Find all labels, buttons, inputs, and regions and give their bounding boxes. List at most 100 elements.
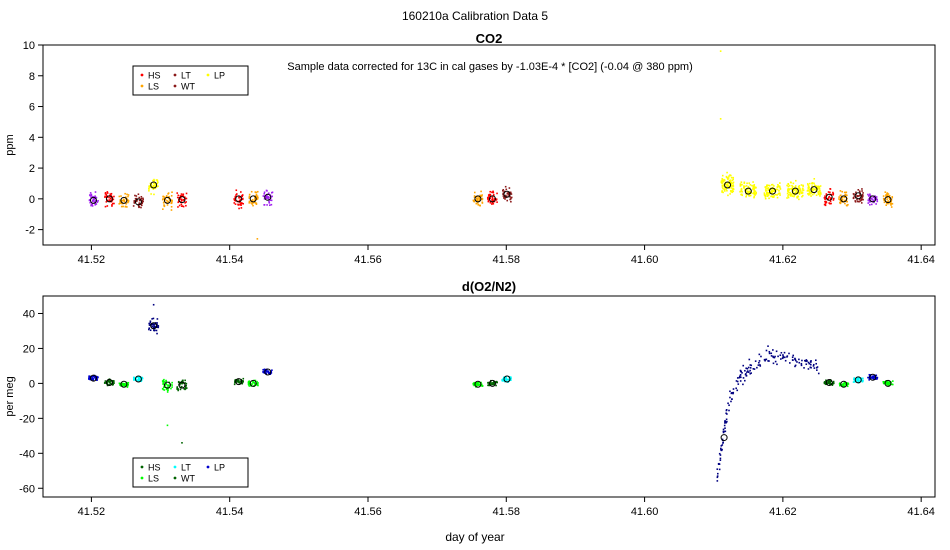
data-point (176, 386, 179, 388)
data-point (94, 195, 96, 197)
data-point (157, 326, 160, 329)
data-point (253, 201, 256, 204)
o2n2-panel: d(O2/N2) per meg 41.52 41.54 41.56 41.58 41.60… (4, 279, 936, 518)
data-point (491, 191, 493, 194)
data-point (808, 193, 811, 196)
data-point (736, 389, 739, 392)
data-point (794, 185, 797, 187)
data-point (841, 196, 843, 199)
data-point (140, 195, 143, 198)
data-point (776, 188, 779, 191)
x-tick-label: 41.54 (216, 254, 244, 266)
data-point (772, 362, 775, 365)
data-point (170, 195, 173, 197)
data-point (139, 198, 142, 201)
data-point (871, 203, 873, 206)
data-point (727, 186, 729, 188)
data-point (826, 381, 828, 384)
data-point (510, 196, 513, 199)
data-point (764, 194, 766, 197)
data-point (786, 184, 788, 187)
data-point (89, 192, 92, 194)
data-point (750, 372, 752, 374)
data-point (731, 179, 734, 182)
data-point (807, 184, 809, 186)
data-point (858, 198, 861, 201)
data-point (736, 380, 739, 383)
data-point (794, 358, 796, 361)
data-point (162, 201, 165, 204)
data-point (237, 381, 240, 383)
data-point (827, 379, 830, 382)
data-point (818, 190, 821, 193)
data-point (153, 325, 156, 328)
data-point (746, 182, 748, 185)
data-point (122, 383, 125, 385)
data-point (766, 187, 769, 190)
mean-marker (163, 196, 171, 204)
data-point (846, 204, 848, 207)
mean-marker (89, 374, 97, 382)
data-point (487, 381, 490, 384)
data-point (106, 381, 109, 384)
data-point (824, 200, 826, 203)
data-point (256, 380, 258, 383)
data-point (122, 199, 125, 202)
data-point (506, 199, 509, 202)
data-point (774, 355, 776, 358)
data-point (268, 204, 271, 207)
data-point (92, 377, 94, 380)
data-point (108, 196, 110, 199)
y-tick-label: 6 (29, 102, 35, 114)
data-point (170, 205, 173, 208)
data-point (887, 195, 889, 197)
data-point (735, 387, 737, 390)
data-point (89, 375, 92, 378)
data-point (869, 194, 872, 197)
data-point (815, 194, 818, 197)
data-point (502, 376, 505, 379)
data-point (137, 376, 139, 378)
data-point (795, 190, 798, 192)
data-point (716, 475, 719, 477)
data-point (254, 379, 257, 382)
data-point (729, 396, 731, 399)
data-point (792, 185, 794, 188)
data-point (746, 188, 749, 190)
data-point (477, 203, 480, 206)
data-point (727, 177, 730, 179)
mean-marker (150, 322, 158, 330)
data-point (767, 184, 770, 187)
data-point (88, 377, 91, 380)
data-point (815, 188, 817, 190)
data-point (271, 369, 273, 371)
data-point (124, 192, 126, 195)
data-point (235, 189, 238, 192)
data-point (828, 379, 831, 382)
data-point (722, 430, 725, 433)
data-point (779, 182, 781, 184)
data-point (823, 382, 826, 385)
data-point (155, 329, 158, 332)
data-point (876, 198, 878, 201)
data-point (105, 193, 108, 196)
data-point (476, 202, 479, 204)
data-point (721, 448, 723, 451)
data-point (162, 195, 164, 198)
data-point (857, 379, 860, 381)
mean-marker (235, 195, 243, 203)
data-point (136, 376, 138, 379)
data-point (871, 198, 873, 200)
data-point (177, 194, 180, 197)
data-point (824, 381, 826, 383)
data-point (745, 367, 747, 370)
data-point (132, 376, 135, 379)
data-point (892, 380, 894, 382)
data-point (267, 197, 269, 199)
data-point (732, 178, 734, 181)
data-point (841, 190, 844, 193)
data-point (858, 377, 861, 380)
data-point (503, 190, 506, 193)
data-point (473, 191, 476, 194)
data-point (874, 197, 876, 200)
